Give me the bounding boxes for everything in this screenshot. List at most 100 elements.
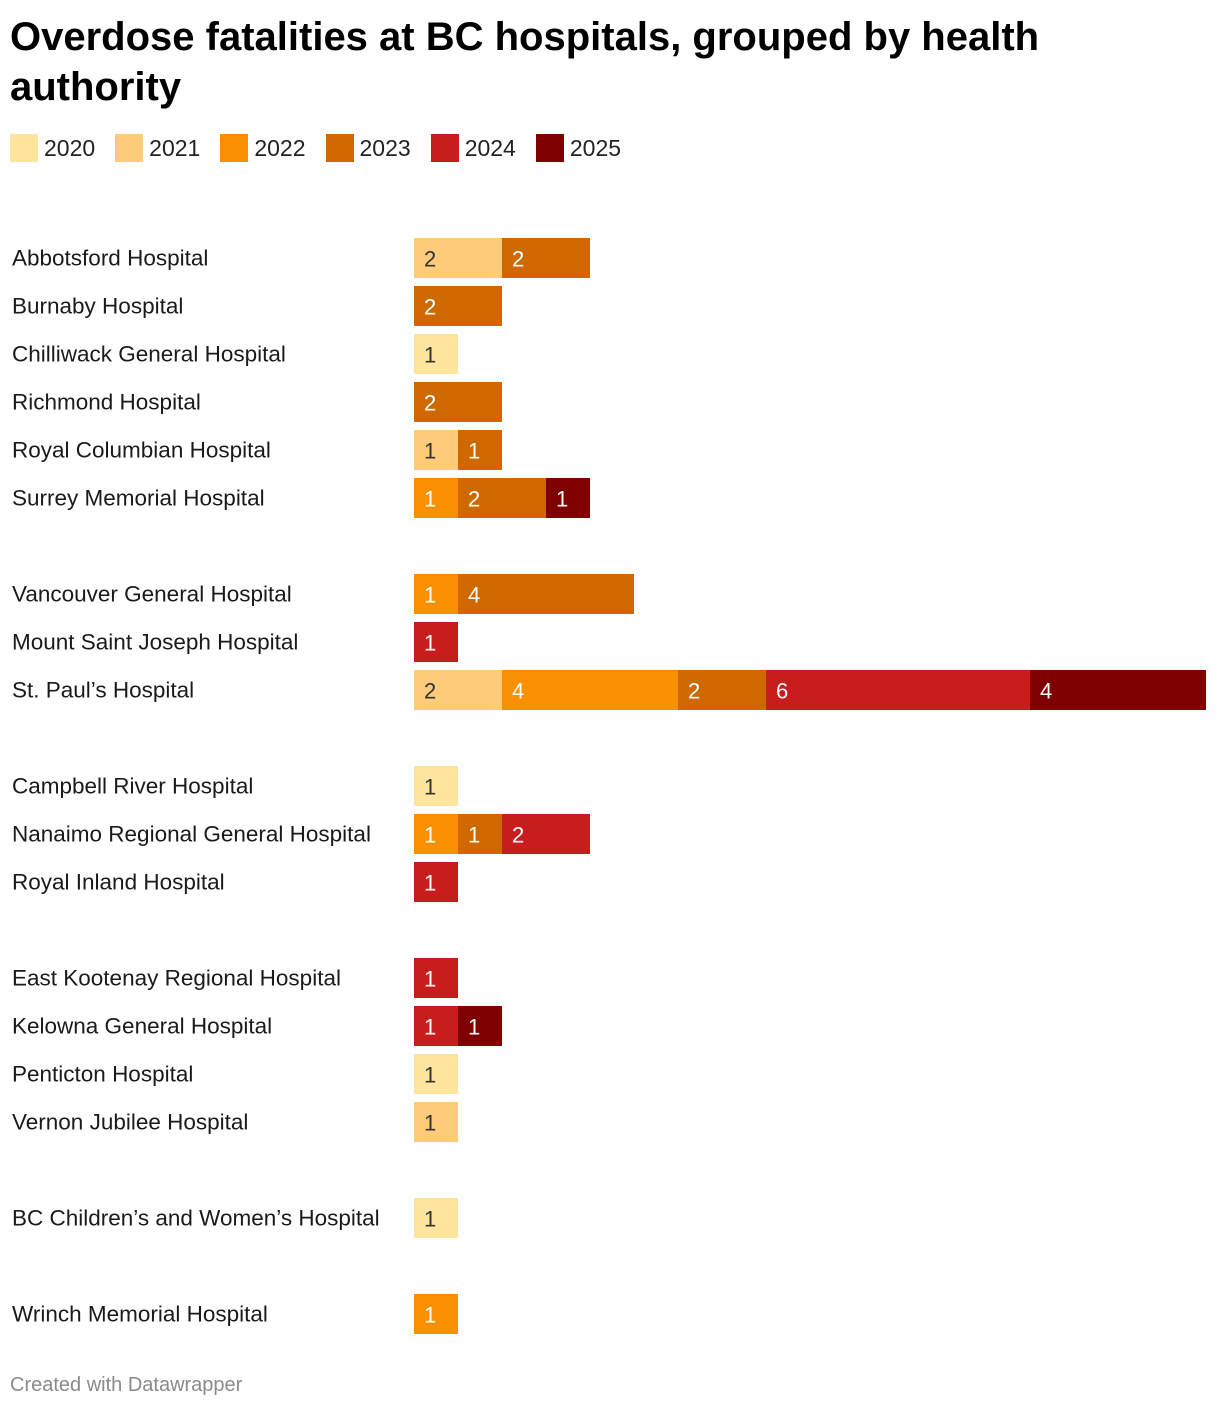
bar-segment-2023	[458, 814, 502, 854]
bar-value-label: 4	[468, 583, 480, 608]
bar-segment-2024	[766, 670, 1030, 710]
legend-item-2021: 2021	[115, 134, 200, 162]
bar-value-label: 1	[424, 1063, 436, 1088]
bar-value-label: 1	[468, 823, 480, 848]
legend-swatch	[430, 134, 459, 162]
bar-segment-2021	[414, 670, 502, 710]
bar-segment-2024	[414, 1006, 458, 1046]
row-label: Penticton Hospital	[12, 1062, 193, 1087]
bar-segment-2022	[414, 1294, 458, 1334]
row-label: Chilliwack General Hospital	[12, 342, 286, 367]
bar-value-label: 1	[424, 823, 436, 848]
bar-value-label: 2	[424, 391, 436, 416]
legend-label: 2024	[464, 134, 516, 161]
bar-value-label: 1	[424, 343, 436, 368]
legend-item-2023: 2023	[325, 134, 411, 162]
row-label: Campbell River Hospital	[12, 774, 253, 799]
bar-segment-2024	[502, 814, 590, 854]
bar-value-label: 1	[424, 775, 436, 800]
bar-chart: Abbotsford Hospital 2 2 Burnaby Hospital 2 Ch…	[12, 238, 1206, 1334]
bar-value-label: 1	[424, 439, 436, 464]
row-label: Wrinch Memorial Hospital	[12, 1302, 268, 1327]
bar-segment-2023	[458, 478, 546, 518]
legend-label: 2023	[359, 134, 411, 161]
bar-segment-2020	[414, 334, 458, 374]
bar-value-label: 4	[512, 679, 524, 704]
legend-item-2025: 2025	[535, 134, 622, 162]
bar-segment-2020	[414, 1054, 458, 1094]
bar-segment-2020	[414, 1198, 458, 1238]
row-label: Nanaimo Regional General Hospital	[12, 822, 371, 847]
row-label: East Kootenay Regional Hospital	[12, 966, 341, 991]
bar-value-label: 1	[556, 487, 568, 512]
bar-segment-2024	[414, 958, 458, 998]
bar-value-label: 1	[424, 871, 436, 896]
bar-value-label: 1	[468, 439, 480, 464]
bar-value-label: 2	[688, 679, 700, 704]
bar-segment-2024	[414, 862, 458, 902]
legend-item-2020: 2020	[10, 134, 95, 162]
row-label: Vancouver General Hospital	[12, 582, 292, 607]
row-label: Royal Columbian Hospital	[12, 438, 271, 463]
bar-value-label: 1	[424, 631, 436, 656]
bar-value-label: 1	[424, 967, 436, 992]
bar-segment-2021	[414, 430, 458, 470]
row-label: BC Children’s and Women’s Hospital	[12, 1206, 380, 1231]
bar-segment-2022	[414, 478, 458, 518]
legend-swatch	[220, 134, 249, 162]
footer-credit: Created with Datawrapper	[10, 1374, 243, 1396]
bar-segment-2023	[414, 382, 502, 422]
bar-value-label: 1	[424, 1015, 436, 1040]
legend-swatch	[535, 134, 564, 162]
bar-segment-2023	[678, 670, 766, 710]
row-label: Richmond Hospital	[12, 390, 201, 415]
legend-swatch	[325, 134, 354, 162]
legend-label: 2025	[569, 134, 622, 161]
bar-segment-2025	[458, 1006, 502, 1046]
bar-value-label: 2	[424, 295, 436, 320]
bar-value-label: 1	[424, 1303, 436, 1328]
bar-value-label: 1	[468, 1015, 480, 1040]
bar-segment-2023	[414, 286, 502, 326]
bar-value-label: 2	[424, 679, 436, 704]
bar-value-label: 1	[424, 487, 436, 512]
bar-value-label: 6	[776, 679, 788, 704]
bar-value-label: 4	[1040, 679, 1052, 704]
legend-swatch	[115, 134, 144, 162]
bar-segment-2023	[458, 574, 634, 614]
legend-item-2024: 2024	[430, 134, 516, 162]
legend-label: 2022	[254, 134, 306, 161]
bar-segment-2022	[414, 814, 458, 854]
bar-value-label: 2	[468, 487, 480, 512]
legend: 2020 2021 2022 2023 2024 2025	[10, 133, 641, 163]
row-label: St. Paul’s Hospital	[12, 678, 194, 703]
bar-segment-2021	[414, 1102, 458, 1142]
row-label: Surrey Memorial Hospital	[12, 486, 265, 511]
bar-segment-2025	[546, 478, 590, 518]
bar-segment-2024	[414, 622, 458, 662]
bar-segment-2021	[414, 238, 502, 278]
bar-value-label: 2	[512, 823, 524, 848]
bar-value-label: 2	[424, 247, 436, 272]
row-label: Burnaby Hospital	[12, 294, 183, 319]
row-label: Abbotsford Hospital	[12, 246, 208, 271]
bar-segment-2022	[414, 574, 458, 614]
legend-label: 2020	[44, 134, 96, 161]
legend-label: 2021	[149, 134, 201, 161]
bar-segment-2023	[502, 238, 590, 278]
legend-swatch	[10, 134, 38, 162]
row-label: Kelowna General Hospital	[12, 1014, 272, 1039]
bar-segment-2022	[502, 670, 678, 710]
bar-value-label: 2	[512, 247, 524, 272]
row-label: Royal Inland Hospital	[12, 870, 225, 895]
chart-title: Overdose fatalities at BC hospitals, gro…	[10, 15, 1040, 109]
bar-value-label: 1	[424, 1111, 436, 1136]
row-label: Vernon Jubilee Hospital	[12, 1110, 248, 1135]
legend-item-2022: 2022	[220, 134, 306, 162]
bar-segment-2023	[458, 430, 502, 470]
bar-value-label: 1	[424, 1207, 436, 1232]
bar-segment-2020	[414, 766, 458, 806]
row-label: Mount Saint Joseph Hospital	[12, 630, 298, 655]
bar-segment-2025	[1030, 670, 1206, 710]
bar-value-label: 1	[424, 583, 436, 608]
